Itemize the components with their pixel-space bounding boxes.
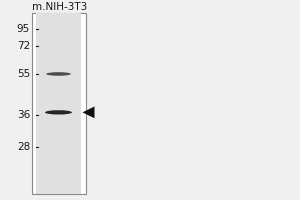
Bar: [36, 13, 81, 194]
Ellipse shape: [46, 72, 71, 76]
Ellipse shape: [45, 110, 72, 115]
Bar: [32, 13, 86, 194]
Text: 28: 28: [17, 142, 30, 152]
Text: 95: 95: [17, 24, 30, 34]
Polygon shape: [82, 106, 94, 118]
Text: 72: 72: [17, 41, 30, 51]
Text: 55: 55: [17, 69, 30, 79]
Text: 36: 36: [17, 110, 30, 120]
Text: m.NIH-3T3: m.NIH-3T3: [32, 2, 88, 12]
